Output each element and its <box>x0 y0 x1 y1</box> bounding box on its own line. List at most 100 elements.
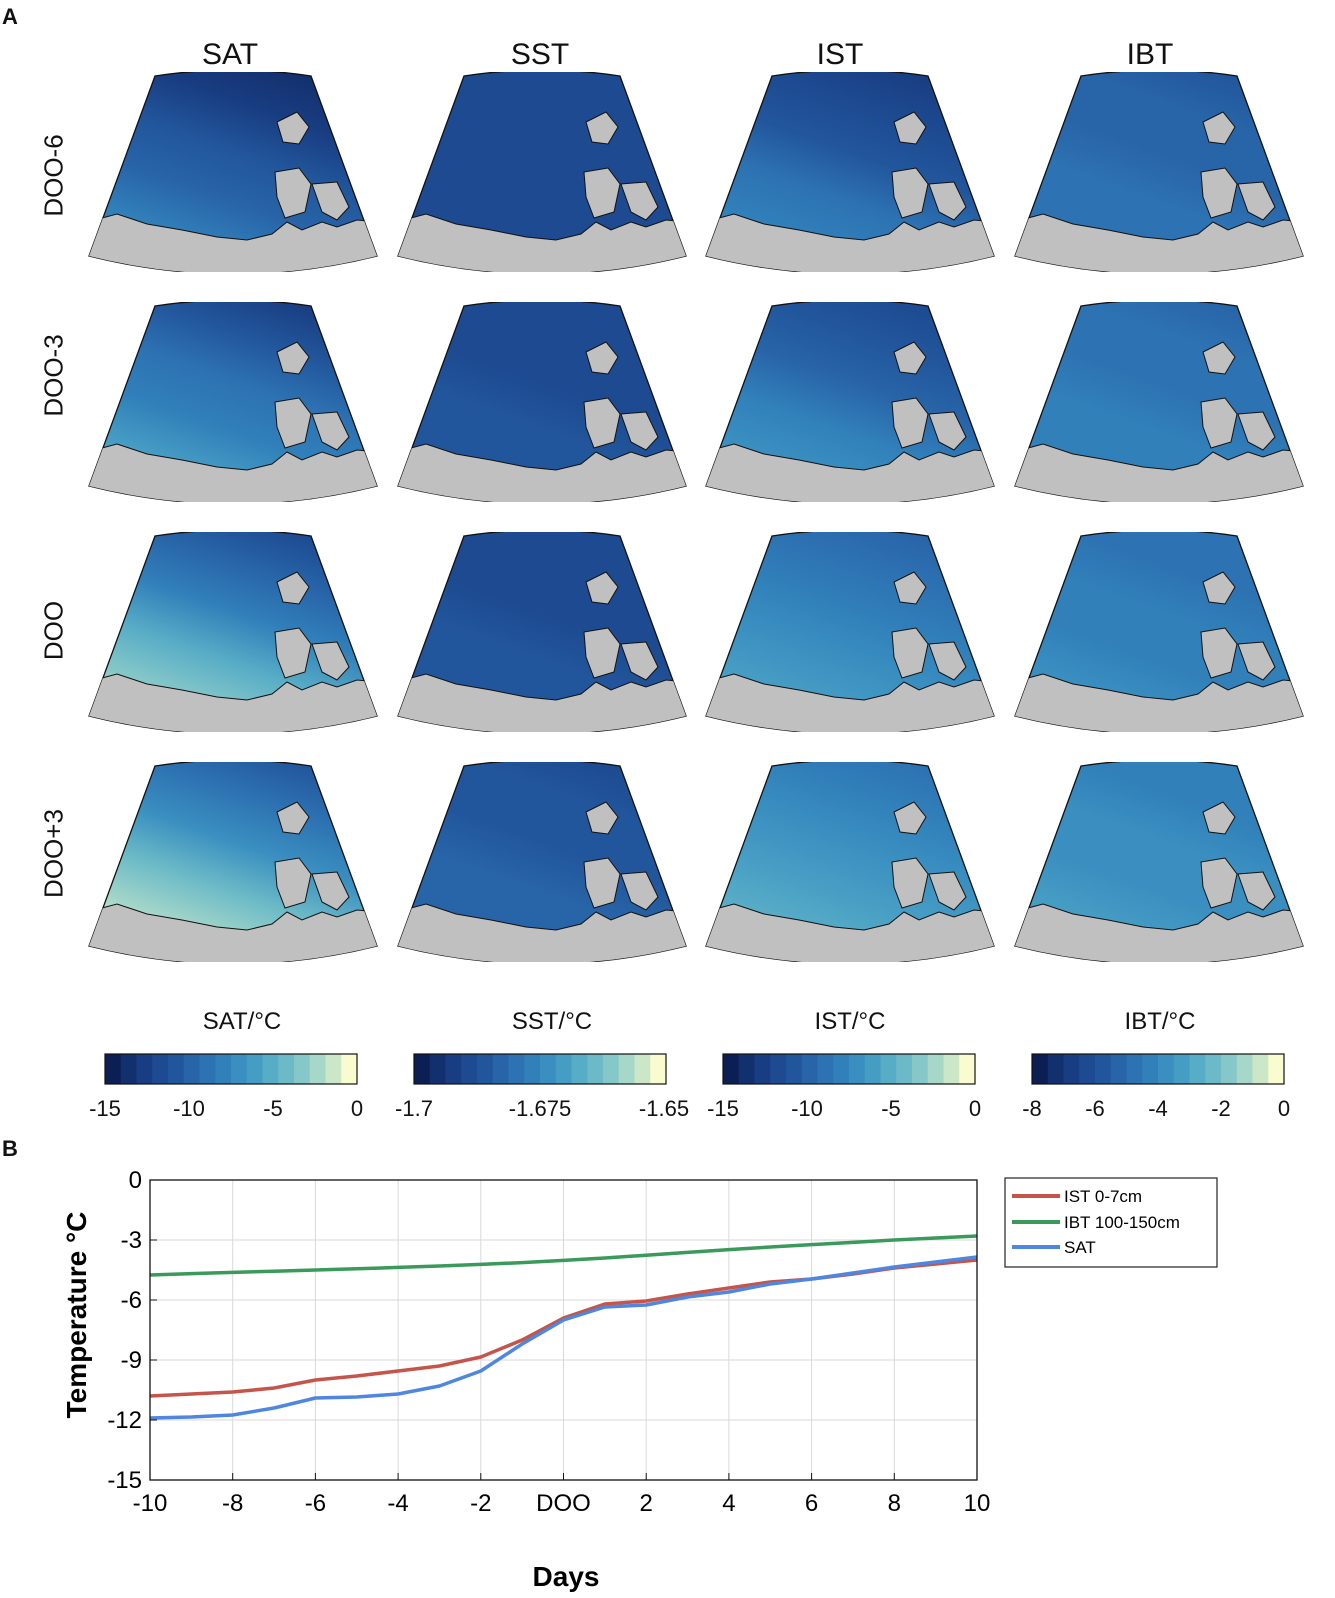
map-sat-doo-6 <box>88 72 378 272</box>
land-island <box>1200 627 1238 679</box>
colorbar-tick: -15 <box>89 1096 121 1121</box>
land-island <box>274 627 312 679</box>
colorbar-swatch <box>864 1054 881 1084</box>
legend-label-sat: SAT <box>1064 1238 1096 1257</box>
panel-a-label: A <box>2 4 18 29</box>
y-tick-label: -6 <box>121 1287 142 1314</box>
row-label-doo-6: DOO-6 <box>38 134 69 217</box>
land-island <box>891 857 929 909</box>
colorbar-title-ibt: IBT/°C <box>1124 1008 1196 1035</box>
map-sat-doo <box>88 532 378 732</box>
colorbar-swatch <box>477 1054 494 1084</box>
land-island <box>1237 641 1276 681</box>
colorbar-frame <box>722 1053 976 1085</box>
land-coast <box>89 443 377 502</box>
line-chart: -10 -8 -6 -4 -2 DOO 2 4 6 8 10 0 -3 -6 -9 -12 -15 Temper… <box>61 1167 1218 1592</box>
map-ibt-doo <box>1014 532 1304 732</box>
land-coast <box>398 443 686 502</box>
land-coast <box>706 443 994 502</box>
land-coast <box>1015 443 1303 502</box>
colorbar-tick: -15 <box>707 1096 739 1121</box>
x-tick-label: -2 <box>470 1490 491 1517</box>
colorbar-swatch <box>1173 1054 1190 1084</box>
x-tick-label: 6 <box>805 1490 818 1517</box>
colorbar-swatch <box>1095 1054 1112 1084</box>
colorbar-swatch <box>1236 1054 1253 1084</box>
land-island <box>620 411 659 451</box>
colorbar-title-sat: SAT/°C <box>202 1008 282 1035</box>
row-label-doo-plus3: DOO+3 <box>38 809 69 898</box>
colorbar-swatch <box>1221 1054 1238 1084</box>
colorbar-swatch <box>1158 1054 1175 1084</box>
colorbar-swatch <box>801 1054 818 1084</box>
land-island <box>1202 801 1236 835</box>
land-island <box>620 641 659 681</box>
land-island <box>1202 571 1236 605</box>
colorbar-swatch <box>1126 1054 1143 1084</box>
land-island <box>928 411 967 451</box>
colorbar-swatch <box>959 1054 976 1084</box>
legend-label-ibt: IBT 100-150cm <box>1064 1213 1180 1232</box>
colorbar-tick: -1.65 <box>638 1096 690 1121</box>
colorbar-swatch <box>262 1054 279 1084</box>
colorbar-swatch <box>278 1054 295 1084</box>
land-island <box>891 397 929 449</box>
colorbar-swatch <box>429 1054 446 1084</box>
land-island <box>583 627 621 679</box>
land-island <box>891 627 929 679</box>
colorbar-swatch <box>618 1054 635 1084</box>
land-coast <box>89 213 377 272</box>
colorbar-tick: -4 <box>1148 1096 1168 1121</box>
colorbar-swatch <box>168 1054 185 1084</box>
colorbar-swatch <box>341 1054 358 1084</box>
land-coast <box>398 213 686 272</box>
series-line-ibt-100-150cm <box>149 1234 978 1277</box>
land-island <box>583 167 621 219</box>
colorbar-swatch <box>1047 1054 1064 1084</box>
chart-series <box>149 1234 978 1420</box>
map-sat-dooplus3 <box>88 762 378 962</box>
colorbar-swatch <box>152 1054 169 1084</box>
colorbar-swatch <box>414 1054 431 1084</box>
land-island <box>311 181 350 221</box>
colorbar-swatch <box>738 1054 755 1084</box>
land-island <box>585 341 619 375</box>
land-island <box>311 641 350 681</box>
land-island <box>276 801 310 835</box>
column-title-ibt: IBT <box>1126 38 1174 71</box>
land-coast <box>89 903 377 962</box>
y-tick-label: -12 <box>107 1407 142 1434</box>
colorbar-tick: -10 <box>173 1096 205 1121</box>
colorbar-swatch <box>817 1054 834 1084</box>
row-label-doo: DOO <box>38 600 69 661</box>
land-coast <box>1015 903 1303 962</box>
colorbar-swatch <box>1268 1054 1285 1084</box>
colorbar-tick: -2 <box>1211 1096 1231 1121</box>
land-island <box>1202 341 1236 375</box>
map-ist-doo-6 <box>705 72 995 272</box>
colorbar-swatch <box>508 1054 525 1084</box>
colorbar-tick: -6 <box>1085 1096 1105 1121</box>
colorbar-swatch <box>650 1054 667 1084</box>
colorbar-swatch <box>912 1054 929 1084</box>
land-island <box>893 571 927 605</box>
colorbar-title-ist: IST/°C <box>814 1008 886 1035</box>
land-island <box>893 341 927 375</box>
legend: IST 0-7cm IBT 100-150cm SAT <box>1004 1177 1218 1268</box>
colorbar-frame <box>1031 1053 1285 1085</box>
map-ibt-dooplus3 <box>1014 762 1304 962</box>
land-island <box>1200 857 1238 909</box>
x-tick-label: 4 <box>722 1490 735 1517</box>
chart-axes: -10 -8 -6 -4 -2 DOO 2 4 6 8 10 0 -3 -6 -9 -12 -15 <box>107 1167 990 1517</box>
map-ist-dooplus3 <box>705 762 995 962</box>
colorbar-swatch <box>461 1054 478 1084</box>
panel-b-label: B <box>2 1136 18 1161</box>
land-island <box>620 181 659 221</box>
land-island <box>585 801 619 835</box>
y-tick-label: -15 <box>107 1467 142 1494</box>
colorbar-swatch <box>492 1054 509 1084</box>
colorbar-swatch <box>880 1054 897 1084</box>
colorbar-swatch <box>294 1054 311 1084</box>
x-tick-label: -4 <box>387 1490 408 1517</box>
land-island <box>585 571 619 605</box>
